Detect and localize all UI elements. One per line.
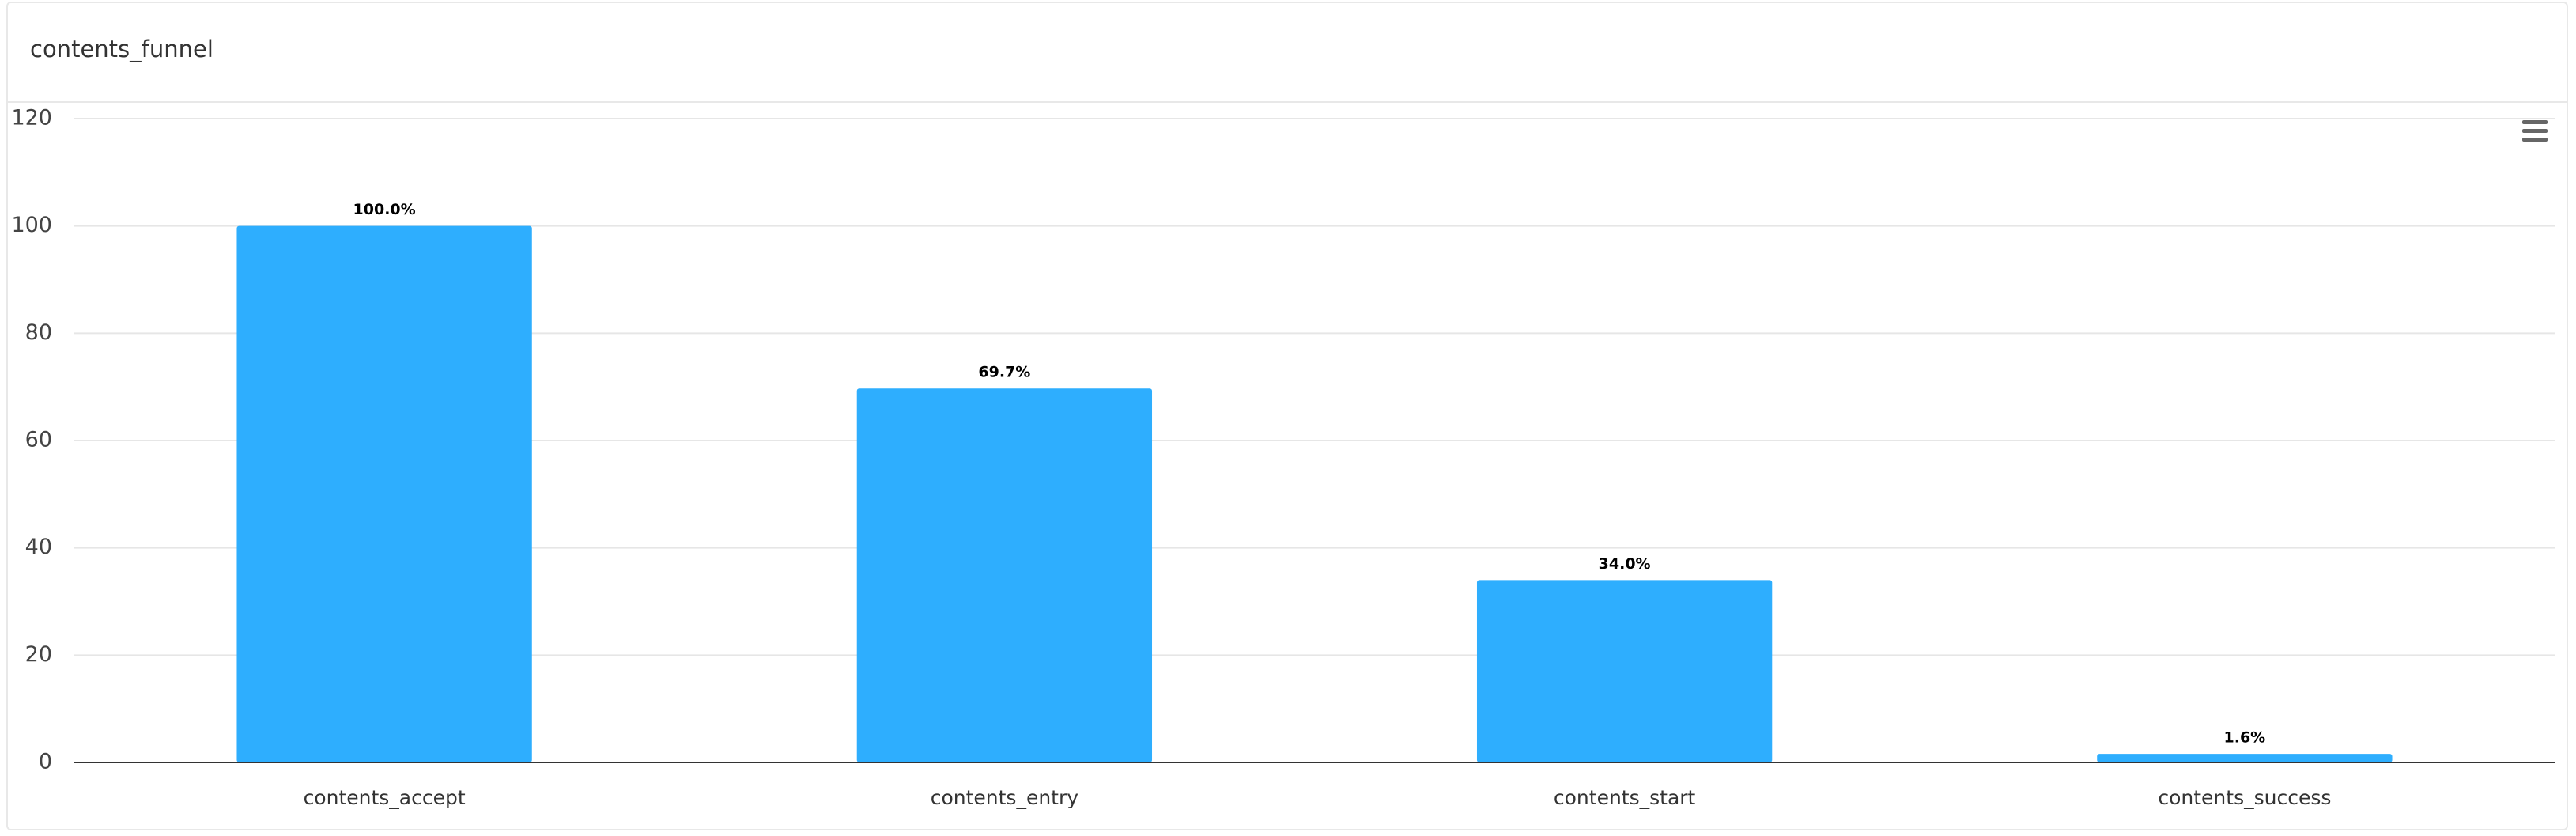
menu-icon-bar	[2522, 129, 2548, 133]
value-label: 1.6%	[2224, 729, 2266, 747]
bar	[856, 388, 1153, 762]
bar	[2097, 754, 2393, 762]
chart-card	[6, 2, 2568, 830]
bar	[236, 225, 532, 763]
menu-button[interactable]	[2522, 120, 2548, 142]
x-tick-label: contents_accept	[304, 786, 466, 809]
y-tick-label: 120	[11, 106, 52, 131]
y-tick-label: 0	[39, 750, 52, 774]
y-tick-label: 100	[11, 213, 52, 237]
menu-icon-bar	[2522, 120, 2548, 124]
x-tick-label: contents_success	[2158, 786, 2331, 809]
bar	[1476, 580, 1773, 762]
value-label: 100.0%	[353, 201, 416, 218]
menu-icon-bar	[2522, 138, 2548, 142]
y-tick-label: 40	[25, 535, 52, 559]
value-label: 34.0%	[1599, 555, 1651, 573]
value-label: 69.7%	[978, 364, 1030, 381]
y-tick-label: 80	[25, 320, 52, 345]
chart-title: contents_funnel	[30, 36, 213, 62]
y-tick-label: 60	[25, 428, 52, 452]
x-tick-label: contents_entry	[931, 786, 1079, 809]
y-tick-label: 20	[25, 642, 52, 667]
x-tick-label: contents_start	[1554, 786, 1696, 809]
